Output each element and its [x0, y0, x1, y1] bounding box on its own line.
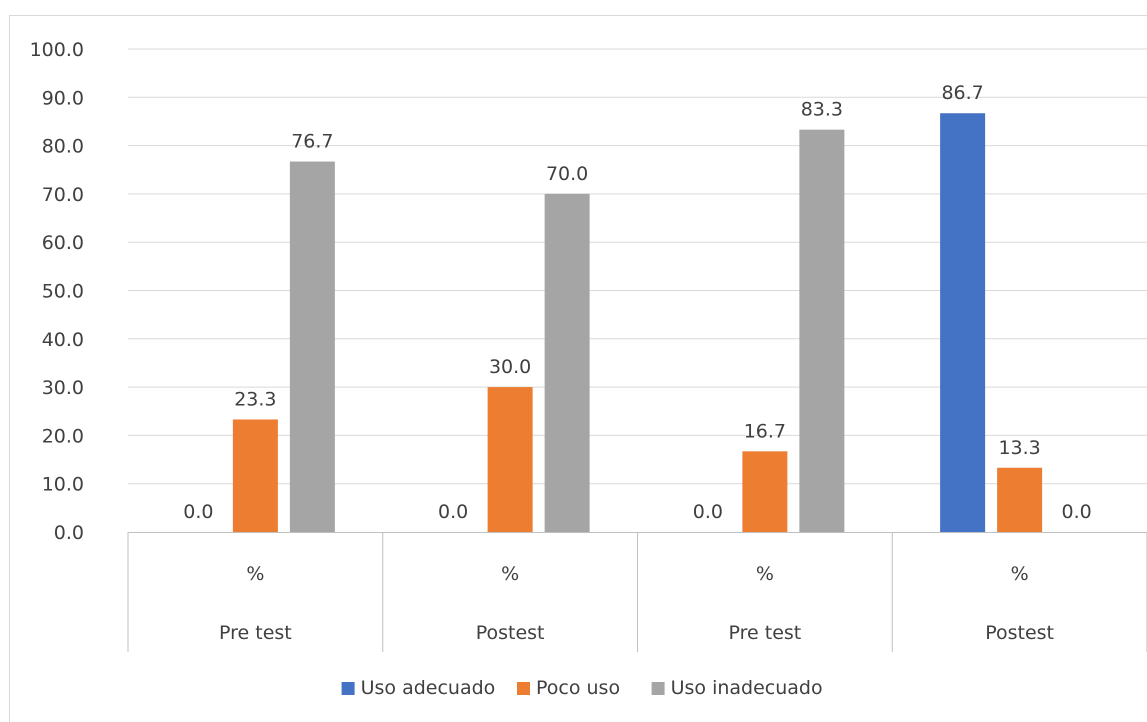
bars [232, 113, 1043, 532]
data-label: 16.7 [744, 420, 786, 442]
data-label: 30.0 [489, 356, 531, 378]
y-tick-label: 90.0 [42, 87, 84, 109]
y-tick-label: 100.0 [30, 39, 84, 61]
x-category-label: Postest [985, 622, 1054, 644]
y-tick-label: 40.0 [42, 329, 84, 351]
bar [742, 451, 788, 532]
bar [997, 467, 1043, 532]
x-category-label: Pre test [729, 622, 802, 644]
bar [232, 419, 278, 532]
gridlines [128, 48, 1147, 485]
bar [940, 113, 986, 532]
x-unit-label: % [1011, 563, 1029, 585]
data-label: 23.3 [234, 388, 276, 410]
y-tick-label: 60.0 [42, 232, 84, 254]
legend-swatch [651, 682, 665, 695]
y-tick-label: 20.0 [42, 425, 84, 447]
chart-frame [9, 15, 1147, 722]
x-axis: % Pre test% Postest% Pre test% Postest [127, 532, 1147, 652]
y-tick-label: 80.0 [42, 136, 84, 158]
bar [487, 387, 533, 532]
bar [289, 161, 335, 532]
data-labels: 0.0 23.3 76.7 0.0 30.0 70.0 0.0 16.7 83.3 86.7 13.… [183, 82, 1091, 523]
y-axis-ticks: 0.0 10.0 20.0 30.0 40.0 50.0 60.0 70.0 80.0 90.0 1… [30, 39, 84, 544]
y-tick-label: 70.0 [42, 184, 84, 206]
x-category-label: Pre test [219, 622, 292, 644]
legend: Uso adecuado Poco uso Uso inadecuado [341, 677, 823, 699]
bar [799, 129, 845, 532]
data-label: 0.0 [438, 501, 468, 523]
legend-swatch [341, 682, 355, 695]
data-label: 0.0 [1062, 501, 1092, 523]
x-unit-label: % [501, 563, 519, 585]
bar [544, 193, 590, 532]
x-unit-label: % [246, 563, 264, 585]
legend-label: Uso adecuado [361, 677, 496, 699]
data-label: 0.0 [183, 501, 213, 523]
legend-label: Poco uso [536, 677, 620, 699]
data-label: 86.7 [941, 82, 983, 104]
y-tick-label: 50.0 [42, 281, 84, 303]
data-label: 76.7 [291, 131, 333, 153]
y-tick-label: 0.0 [54, 522, 84, 544]
x-unit-label: % [756, 563, 774, 585]
y-tick-label: 30.0 [42, 377, 84, 399]
x-category-label: Postest [476, 622, 545, 644]
data-label: 83.3 [801, 99, 843, 121]
data-label: 0.0 [693, 501, 723, 523]
y-tick-label: 10.0 [42, 474, 84, 496]
legend-swatch [517, 682, 530, 695]
data-label: 70.0 [546, 163, 588, 185]
data-label: 13.3 [998, 437, 1040, 459]
legend-label: Uso inadecuado [671, 677, 823, 699]
